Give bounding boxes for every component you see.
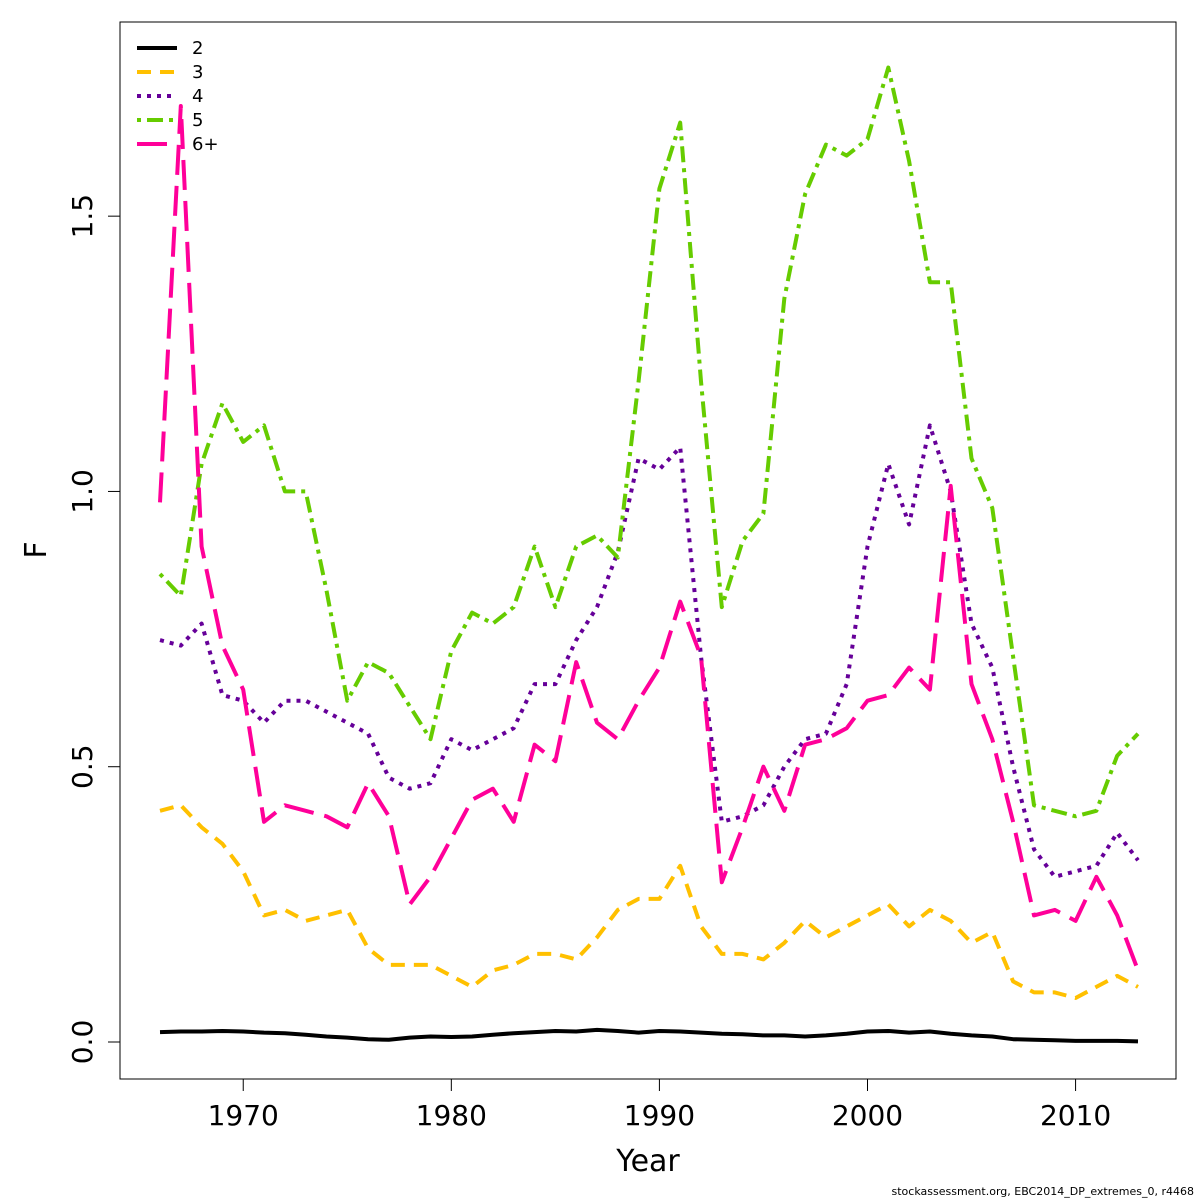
legend: 2 3 4 5 6+ xyxy=(137,38,219,155)
y-tick-label: 0.0 xyxy=(66,1020,99,1065)
legend-label-5: 6+ xyxy=(192,134,219,155)
footer-credit: stockassessment.org, EBC2014_DP_extremes… xyxy=(891,1185,1194,1198)
y-tick-label: 1.0 xyxy=(66,469,99,514)
y-axis-title: F xyxy=(19,541,54,558)
legend-label-1: 2 xyxy=(192,38,203,59)
x-tick-label: 2000 xyxy=(832,1099,903,1132)
x-tick-label: 1990 xyxy=(624,1099,695,1132)
legend-label-3: 4 xyxy=(192,86,203,107)
series-line-5 xyxy=(158,104,1140,972)
series-line-2 xyxy=(159,803,1139,1000)
legend-label-4: 5 xyxy=(192,110,203,131)
series-line-1 xyxy=(159,1027,1139,1044)
x-axis: 1970 1980 1990 2000 2010 xyxy=(208,1078,1111,1132)
y-tick-label: 0.5 xyxy=(66,744,99,789)
x-tick-label: 1970 xyxy=(208,1099,279,1132)
y-axis: 0.0 0.5 1.0 1.5 xyxy=(66,194,121,1065)
x-tick-label: 2010 xyxy=(1040,1099,1111,1132)
series-line-4 xyxy=(158,65,1140,819)
y-tick-label: 1.5 xyxy=(66,194,99,239)
legend-label-2: 3 xyxy=(192,62,203,83)
plot-frame xyxy=(119,21,1177,1080)
series-lines xyxy=(158,65,1140,1044)
x-tick-label: 1980 xyxy=(416,1099,487,1132)
x-axis-title: Year xyxy=(615,1144,680,1179)
